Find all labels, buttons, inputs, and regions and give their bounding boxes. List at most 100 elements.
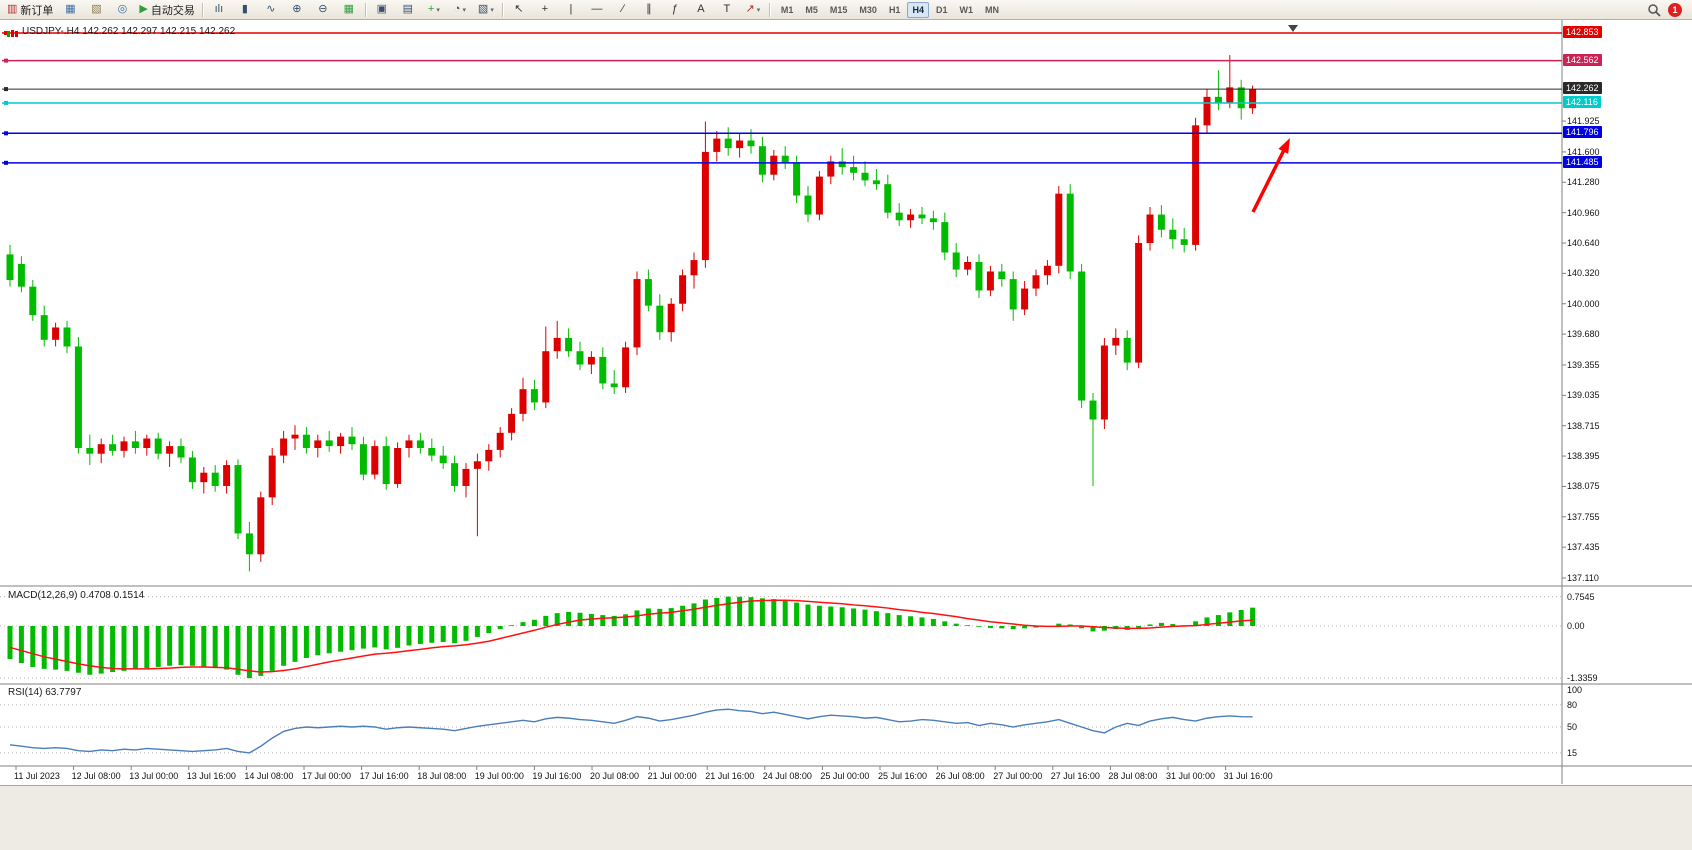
candle-body — [724, 138, 732, 149]
candle-body — [576, 351, 584, 365]
horizontal-line-button[interactable]: — — [584, 0, 610, 20]
macd-scale-label: -1.3359 — [1567, 673, 1598, 684]
trend-arrow-annotation[interactable] — [1251, 149, 1286, 213]
text-button[interactable]: A — [688, 0, 714, 20]
candle-body — [713, 138, 721, 152]
time-axis-label: 20 Jul 08:00 — [590, 771, 640, 781]
main-toolbar: ▥ 新订单 ▦ ▧ ◎ ▶ 自动交易 ılı ▮ ∿ ⊕ ⊖ ▦ ▣ ▤ + ▾ ◔ ▾ ▧ ▾ ↖ + | — ∕ ∥ ƒ A T ↗ ▾ … — [0, 0, 1692, 20]
hline-handle[interactable] — [4, 160, 8, 165]
timeframe-h1-button[interactable]: H1 — [888, 4, 901, 15]
notification-badge[interactable]: 1 — [1668, 2, 1682, 17]
candle-body — [998, 271, 1006, 280]
arrange-windows-button[interactable]: ▣ — [369, 0, 395, 20]
refresh-button[interactable]: ◎ — [109, 0, 135, 20]
line-chart-button[interactable]: ∿ — [258, 0, 284, 20]
candle-body — [40, 315, 48, 340]
time-axis-label: 21 Jul 00:00 — [647, 771, 697, 781]
vertical-line-button[interactable]: | — [558, 0, 584, 20]
candle-body — [109, 444, 117, 451]
candle-body — [736, 140, 744, 149]
hline-handle[interactable] — [4, 31, 8, 35]
candle-body — [462, 468, 470, 486]
trendline-button[interactable]: ∕ — [610, 0, 636, 20]
price-tick-label: 137.435 — [1567, 542, 1600, 553]
candle-body — [667, 303, 675, 333]
price-tick-label: 139.680 — [1567, 329, 1600, 340]
candle-body — [97, 444, 105, 454]
time-axis-label: 13 Jul 00:00 — [129, 771, 179, 781]
candle-body — [86, 447, 94, 454]
zoom-out-button[interactable]: ⊖ — [310, 0, 336, 20]
auto-trading-button[interactable]: ▶ 自动交易 — [135, 0, 198, 20]
tile-windows-button[interactable]: ▦ — [336, 0, 362, 20]
candle-body — [565, 337, 573, 352]
candle-body — [1203, 96, 1211, 126]
zoom-in-button[interactable]: ⊕ — [284, 0, 310, 20]
chart-canvas[interactable] — [0, 20, 1692, 849]
candle-body — [941, 222, 949, 253]
hline-handle[interactable] — [4, 87, 8, 92]
new-order-button[interactable]: ▥ 新订单 — [3, 0, 57, 20]
hline-handle[interactable] — [4, 58, 8, 63]
arrows-button[interactable]: ↗ ▾ — [740, 0, 766, 20]
candle-body — [52, 327, 60, 340]
candle-body — [850, 167, 858, 173]
new-order-label: 新订单 — [20, 4, 54, 17]
chart-window-button[interactable]: ▦ — [57, 0, 83, 20]
price-tick-label: 140.320 — [1567, 268, 1600, 279]
cascade-windows-button[interactable]: ▤ — [395, 0, 421, 20]
candle-body — [188, 457, 196, 483]
timeframe-m1-button[interactable]: M1 — [780, 4, 794, 15]
hline-handle[interactable] — [4, 100, 8, 105]
periods-button[interactable]: ◔ ▾ — [447, 0, 473, 20]
candle-body — [234, 465, 242, 534]
candlestick-chart-button[interactable]: ▮ — [232, 0, 258, 20]
candle-body — [496, 432, 504, 450]
profiles-button[interactable]: ▧ — [83, 0, 109, 20]
chart-window: USDJPY-.H4 142.262 142.297 142.215 142.2… — [0, 20, 1692, 850]
templates-button[interactable]: ▧ ▾ — [473, 0, 499, 20]
timeframe-d1-button[interactable]: D1 — [935, 4, 948, 15]
timeframe-m5-button[interactable]: M5 — [805, 4, 818, 15]
candle-body — [747, 140, 755, 147]
timeframe-m15-button[interactable]: M15 — [829, 4, 848, 15]
price-line-label-142.262: 142.262 — [1563, 82, 1602, 95]
timeframe-mn-button[interactable]: MN — [984, 4, 999, 15]
time-axis-label: 17 Jul 00:00 — [302, 771, 352, 781]
fibonacci-button[interactable]: ƒ — [662, 0, 688, 20]
candle-body — [895, 212, 903, 221]
bar-chart-button[interactable]: ılı — [206, 0, 232, 20]
timeframe-h4-button[interactable]: H4 — [907, 1, 929, 18]
cascade-windows-icon: ▤ — [402, 3, 414, 15]
toolbar-buttons: ▥ 新订单 ▦ ▧ ◎ ▶ 自动交易 ılı ▮ ∿ ⊕ ⊖ ▦ ▣ ▤ + ▾ ◔ ▾ ▧ ▾ ↖ + | — ∕ ∥ ƒ A T ↗ ▾ — [3, 0, 773, 20]
candle-body — [131, 441, 139, 448]
candle-body — [758, 146, 766, 175]
chart-shift-marker-icon[interactable] — [1288, 25, 1298, 32]
toolbar-separator — [768, 2, 770, 17]
indicators-add-button[interactable]: + ▾ — [421, 0, 447, 20]
candle-body — [17, 263, 25, 287]
candle-body — [1237, 87, 1245, 109]
candle-body — [530, 389, 538, 403]
cursor-button[interactable]: ↖ — [506, 0, 532, 20]
templates-icon: ▧ — [477, 3, 489, 15]
candle-body — [29, 286, 37, 316]
search-icon[interactable] — [1647, 3, 1661, 17]
candle-body — [679, 275, 687, 304]
trend-arrow-head-icon[interactable] — [1278, 138, 1290, 154]
candle-body — [325, 440, 333, 447]
chart-window-icon: ▦ — [65, 3, 76, 15]
timeframe-w1-button[interactable]: W1 — [959, 4, 973, 15]
time-axis-label: 25 Jul 16:00 — [878, 771, 928, 781]
candle-body — [1180, 239, 1188, 245]
hline-handle[interactable] — [4, 131, 8, 136]
time-axis-label: 19 Jul 16:00 — [532, 771, 582, 781]
crosshair-button[interactable]: + — [532, 0, 558, 20]
rsi-indicator-label: RSI(14) 63.7797 — [8, 687, 82, 698]
candle-body — [1157, 214, 1165, 230]
equidistant-channel-button[interactable]: ∥ — [636, 0, 662, 20]
candle-body — [416, 440, 424, 448]
text-label-button[interactable]: T — [714, 0, 740, 20]
candle-body — [838, 161, 846, 168]
timeframe-m30-button[interactable]: M30 — [859, 4, 877, 15]
